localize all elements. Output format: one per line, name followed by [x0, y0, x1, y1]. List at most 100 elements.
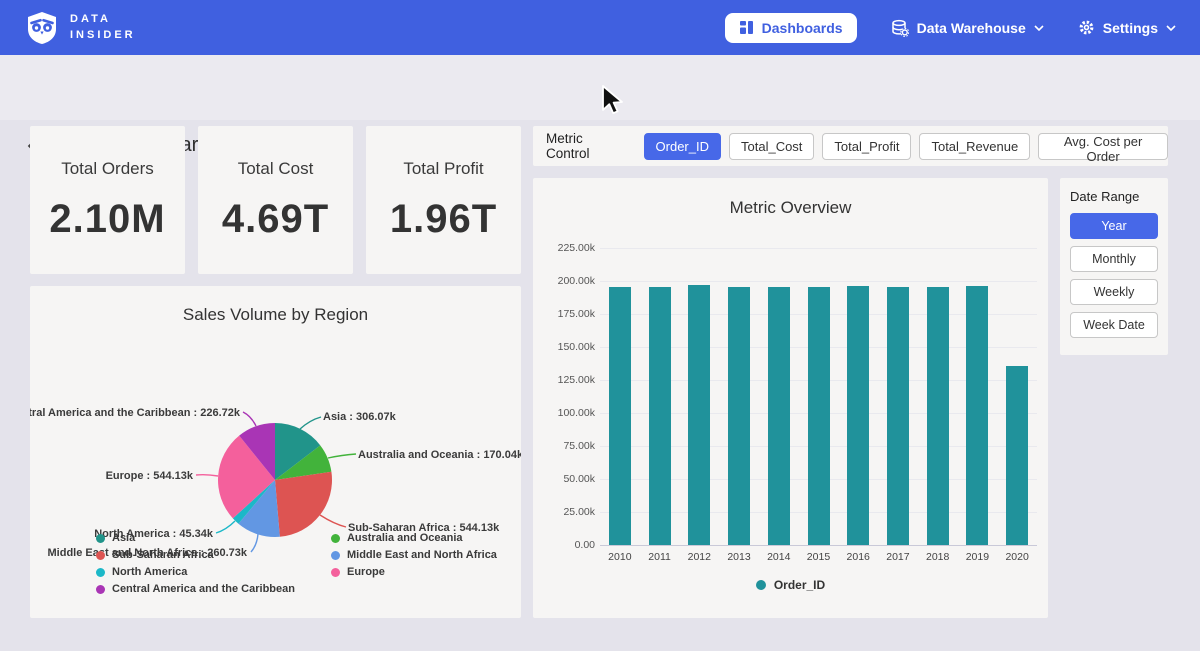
- bar-2012[interactable]: [688, 285, 710, 545]
- legend-dot: [331, 551, 340, 560]
- kpi-value: 4.69T: [222, 197, 329, 242]
- kpi-card: Total Profit1.96T: [366, 126, 521, 274]
- pie-slice-label: Australia and Oceania : 170.04k: [358, 449, 521, 461]
- metric-option-total-cost[interactable]: Total_Cost: [729, 133, 814, 160]
- bar-2013[interactable]: [728, 287, 750, 545]
- x-axis-tick: 2019: [958, 551, 998, 563]
- pie-legend-column: Asia Sub-Saharan Africa North America Centr…: [96, 532, 295, 595]
- bar-2020[interactable]: [1006, 366, 1028, 545]
- pie-leader-line: [320, 515, 346, 527]
- nav-dashboards-button[interactable]: Dashboards: [725, 13, 857, 43]
- legend-label: Middle East and North Africa: [347, 549, 497, 561]
- metric-control-label: Metric Control: [546, 131, 629, 161]
- nav-settings-button[interactable]: Settings: [1078, 19, 1176, 36]
- legend-dot: [96, 534, 105, 543]
- y-axis-tick: 150.00k: [537, 341, 595, 353]
- date-range-option-monthly[interactable]: Monthly: [1070, 246, 1158, 272]
- pie-chart-legend: Asia Sub-Saharan Africa North America Centr…: [96, 532, 497, 595]
- bar-chart-title: Metric Overview: [533, 198, 1048, 218]
- bar-2016[interactable]: [847, 286, 869, 545]
- pie-slice-sub-saharan-africa[interactable]: [275, 472, 332, 537]
- nav-settings-label: Settings: [1103, 20, 1158, 36]
- bar-2014[interactable]: [768, 287, 790, 545]
- metric-option-avg-cost-per-order[interactable]: Avg. Cost per Order: [1038, 133, 1168, 160]
- x-axis-tick: 2011: [640, 551, 680, 563]
- legend-item[interactable]: Sub-Saharan Africa: [96, 549, 295, 561]
- legend-dot: [96, 551, 105, 560]
- pie-chart-title: Sales Volume by Region: [30, 305, 521, 325]
- pie-slice-label: Central America and the Caribbean : 226.…: [30, 407, 241, 419]
- y-axis-tick: 175.00k: [537, 308, 595, 320]
- x-axis-tick: 2015: [799, 551, 839, 563]
- date-range-option-year[interactable]: Year: [1070, 213, 1158, 239]
- page-header: Sales Dashboard Add Filter Boost: Off: [0, 55, 1200, 120]
- y-axis-tick: 50.00k: [537, 473, 595, 485]
- legend-label: Central America and the Caribbean: [112, 583, 295, 595]
- y-axis-tick: 0.00: [537, 539, 595, 551]
- x-axis-tick: 2013: [719, 551, 759, 563]
- dashboards-icon: [739, 20, 754, 35]
- owl-logo-icon: [24, 10, 60, 46]
- date-range-option-weekly[interactable]: Weekly: [1070, 279, 1158, 305]
- chevron-down-icon: [1166, 25, 1176, 31]
- y-axis-tick: 225.00k: [537, 242, 595, 254]
- gridline: [600, 545, 1037, 546]
- nav-data-warehouse-button[interactable]: Data Warehouse: [891, 19, 1044, 37]
- legend-label: Sub-Saharan Africa: [112, 549, 214, 561]
- pie-leader-line: [196, 475, 218, 476]
- date-range-label: Date Range: [1070, 189, 1158, 204]
- bar-2015[interactable]: [808, 287, 830, 545]
- x-axis-tick: 2017: [878, 551, 918, 563]
- y-axis-tick: 125.00k: [537, 374, 595, 386]
- date-range-option-week-date[interactable]: Week Date: [1070, 312, 1158, 338]
- legend-label: Australia and Oceania: [347, 532, 463, 544]
- gridline: [600, 281, 1037, 282]
- legend-item[interactable]: Middle East and North Africa: [331, 549, 497, 561]
- pie-leader-line: [243, 412, 256, 426]
- metric-overview-chart: Metric Overview 225.00k200.00k175.00k150…: [533, 178, 1048, 618]
- kpi-card: Total Orders2.10M: [30, 126, 185, 274]
- x-axis-tick: 2018: [918, 551, 958, 563]
- legend-dot: [756, 580, 766, 590]
- pie-slice-label: Asia : 306.07k: [323, 411, 397, 423]
- brand-logo[interactable]: DATA INSIDER: [24, 10, 136, 46]
- y-axis-tick: 100.00k: [537, 407, 595, 419]
- bar-2011[interactable]: [649, 287, 671, 545]
- legend-label: Order_ID: [774, 578, 825, 592]
- legend-label: Asia: [112, 532, 135, 544]
- bar-2019[interactable]: [966, 286, 988, 545]
- legend-item[interactable]: Australia and Oceania: [331, 532, 497, 544]
- metric-control-bar: Metric Control Order_ID Total_Cost Total_P…: [533, 126, 1168, 166]
- y-axis-tick: 25.00k: [537, 506, 595, 518]
- kpi-label: Total Cost: [238, 159, 314, 179]
- pie-slice-label: Europe : 544.13k: [106, 470, 194, 482]
- legend-item[interactable]: Central America and the Caribbean: [96, 583, 295, 595]
- data-warehouse-icon: [891, 19, 909, 37]
- bar-2018[interactable]: [927, 287, 949, 545]
- legend-dot: [331, 534, 340, 543]
- legend-dot: [96, 568, 105, 577]
- pie-legend-column: Australia and Oceania Middle East and Nor…: [331, 532, 497, 595]
- brand-text: DATA INSIDER: [70, 12, 136, 44]
- metric-option-total-profit[interactable]: Total_Profit: [822, 133, 911, 160]
- bar-chart-legend: Order_ID: [533, 578, 1048, 592]
- metric-option-order-id[interactable]: Order_ID: [644, 133, 721, 160]
- pie-leader-line: [300, 417, 321, 429]
- bar-2010[interactable]: [609, 287, 631, 545]
- bar-plot-area: [600, 248, 1037, 545]
- legend-item[interactable]: Asia: [96, 532, 295, 544]
- legend-item[interactable]: North America: [96, 566, 295, 578]
- legend-dot: [96, 585, 105, 594]
- legend-label: Europe: [347, 566, 385, 578]
- bar-2017[interactable]: [887, 287, 909, 545]
- metric-option-total-revenue[interactable]: Total_Revenue: [919, 133, 1030, 160]
- kpi-label: Total Profit: [403, 159, 483, 179]
- kpi-card: Total Cost 4.69T: [198, 126, 353, 274]
- x-axis-tick: 2012: [679, 551, 719, 563]
- x-axis-tick: 2010: [600, 551, 640, 563]
- legend-item[interactable]: Europe: [331, 566, 497, 578]
- legend-dot: [331, 568, 340, 577]
- top-navbar: DATA INSIDER Dashboards: [0, 0, 1200, 55]
- nav-dashboards-label: Dashboards: [762, 20, 843, 36]
- sales-by-region-chart: Sales Volume by Region Asia : 306.07k Aus…: [30, 286, 521, 618]
